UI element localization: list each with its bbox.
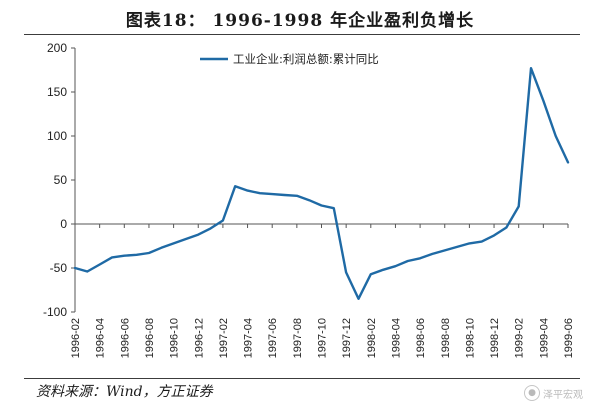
- x-tick-label: 1997-10: [317, 318, 329, 358]
- x-tick-label: 1997-08: [292, 318, 304, 358]
- y-tick-label: 150: [47, 85, 67, 99]
- watermark: ● 泽平宏观: [524, 383, 598, 403]
- y-tick-label: 0: [60, 217, 67, 231]
- x-tick-label: 1996-08: [144, 318, 156, 358]
- series-group: [73, 66, 570, 300]
- y-tick-label: -100: [43, 305, 67, 319]
- y-tick-label: 200: [47, 41, 67, 55]
- y-tick-label: 100: [47, 129, 67, 143]
- x-tick-label: 1998-10: [464, 318, 476, 358]
- x-tick-label: 1998-04: [390, 318, 402, 358]
- x-tick-label: 1998-08: [440, 318, 452, 358]
- x-tick-label: 1999-04: [538, 318, 550, 358]
- legend: 工业企业:利润总额:累计同比: [200, 52, 379, 66]
- series-line: [73, 66, 570, 300]
- x-tick-label: 1996-04: [95, 318, 107, 358]
- y-tick-label: -50: [50, 261, 68, 275]
- x-tick-label: 1996-10: [169, 318, 181, 358]
- x-tick-label: 1997-04: [243, 318, 255, 358]
- x-axis: 1996-02 1996-04 1996-06 1996-08 1996-10 1996-…: [70, 223, 575, 358]
- x-tick-label: 1996-02: [70, 318, 82, 358]
- x-tick-label: 1998-02: [366, 318, 378, 358]
- bottom-rule: [24, 378, 580, 379]
- watermark-text: 泽平宏观: [543, 389, 583, 401]
- x-tick-label: 1998-12: [489, 318, 501, 358]
- wechat-icon: ●: [524, 385, 540, 401]
- x-tick-label: 1999-02: [514, 318, 526, 358]
- x-tick-label: 1998-06: [415, 318, 427, 358]
- title-rule: [24, 34, 580, 35]
- figure-title: 图表18： 1996-1998 年企业盈利负增长: [125, 11, 475, 31]
- x-tick-label: 1996-06: [119, 318, 131, 358]
- x-tick-label: 1996-12: [193, 318, 205, 358]
- x-tick-label: 1997-12: [341, 318, 353, 358]
- y-axis: 200 150 100 50 0 -50 -100: [43, 41, 76, 319]
- legend-label: 工业企业:利润总额:累计同比: [233, 52, 379, 66]
- y-tick-label: 50: [54, 173, 68, 187]
- x-tick-label: 1999-06: [563, 318, 575, 358]
- x-tick-label: 1997-02: [218, 318, 230, 358]
- x-tick-label: 1997-06: [267, 318, 279, 358]
- source-note: 资料来源：Wind，方正证券: [36, 384, 213, 400]
